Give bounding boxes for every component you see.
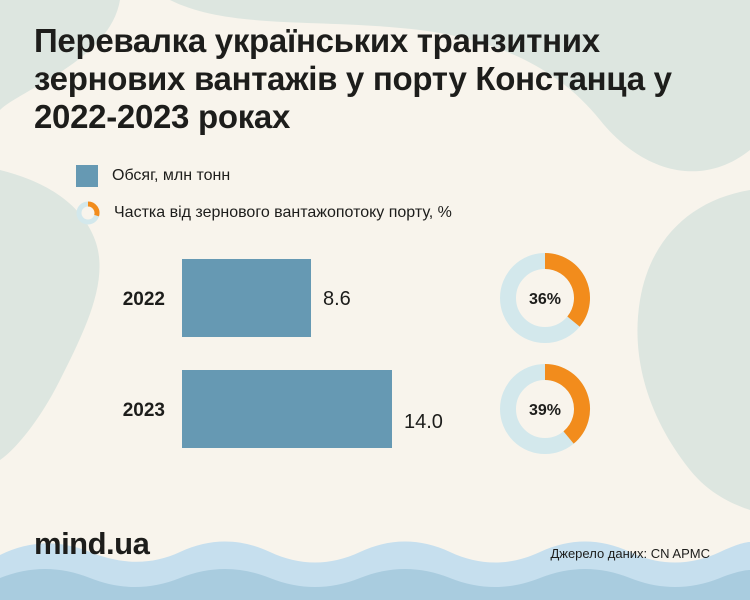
- legend-item-share: Частка від зернового вантажопотоку порту…: [76, 201, 452, 225]
- legend-label-volume: Обсяг, млн тонн: [112, 167, 231, 184]
- legend-label-share: Частка від зернового вантажопотоку порту…: [114, 204, 452, 221]
- bar-2023: [182, 370, 392, 448]
- chart-title: Перевалка українських транзитних зернови…: [34, 22, 672, 135]
- bar-value-label-2022: 8.6: [323, 288, 351, 310]
- wave-front: [0, 569, 750, 600]
- legend-donut-icon: [76, 201, 100, 225]
- source-note: Джерело даних: CN APMC: [550, 546, 710, 561]
- left-blob: [0, 170, 100, 460]
- category-label-2022: 2022: [123, 289, 165, 310]
- top-right-blob: [170, 0, 750, 172]
- legend-item-volume: Обсяг, млн тонн: [76, 165, 230, 187]
- donut-segment-2023: [544, 364, 590, 444]
- bar-value-label-2023: 14.0: [404, 411, 443, 433]
- category-label-2023: 2023: [123, 400, 165, 421]
- donut-value-label-2022: 36%: [529, 291, 561, 308]
- mind-logo: mind.ua: [34, 526, 150, 561]
- right-blob: [637, 190, 750, 510]
- bar-2022: [182, 259, 311, 337]
- donut-value-label-2023: 39%: [529, 402, 561, 419]
- top-left-blob: [0, 0, 120, 110]
- legend-swatch-bar: [76, 165, 98, 187]
- donut-segment-2022: [544, 253, 590, 327]
